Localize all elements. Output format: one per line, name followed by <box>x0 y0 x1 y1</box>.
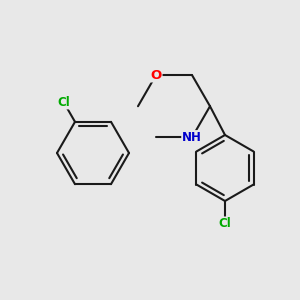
Text: O: O <box>150 69 162 82</box>
Text: Cl: Cl <box>57 96 70 109</box>
Text: Cl: Cl <box>219 217 231 230</box>
Text: NH: NH <box>182 131 202 144</box>
